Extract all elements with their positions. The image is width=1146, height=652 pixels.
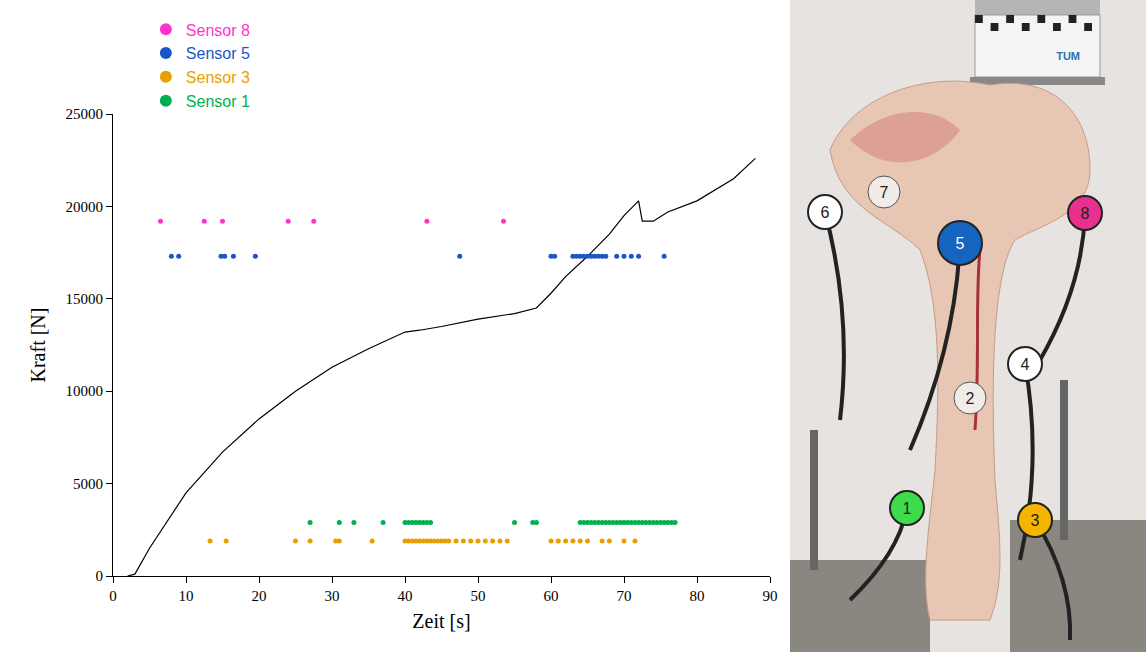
svg-text:20: 20 <box>252 588 267 604</box>
svg-text:Sensor 1: Sensor 1 <box>186 93 250 110</box>
svg-text:Sensor 3: Sensor 3 <box>186 69 250 86</box>
svg-text:1: 1 <box>903 500 912 517</box>
svg-text:30: 30 <box>325 588 340 604</box>
svg-text:5000: 5000 <box>73 476 103 492</box>
svg-text:80: 80 <box>690 588 705 604</box>
svg-text:Zeit [s]: Zeit [s] <box>412 610 470 632</box>
svg-text:10000: 10000 <box>66 383 104 399</box>
svg-text:0: 0 <box>96 568 104 584</box>
svg-text:8: 8 <box>1081 205 1090 222</box>
svg-text:5: 5 <box>956 235 965 252</box>
svg-text:40: 40 <box>398 588 413 604</box>
svg-text:15000: 15000 <box>66 291 104 307</box>
svg-text:Kraft [N]: Kraft [N] <box>27 308 49 383</box>
svg-text:0: 0 <box>109 588 117 604</box>
svg-text:TUM: TUM <box>1056 50 1080 62</box>
svg-text:70: 70 <box>617 588 632 604</box>
svg-text:20000: 20000 <box>66 199 104 215</box>
svg-text:3: 3 <box>1031 512 1040 529</box>
svg-text:6: 6 <box>821 204 830 221</box>
svg-text:7: 7 <box>880 184 889 201</box>
svg-text:2: 2 <box>966 390 975 407</box>
svg-text:Sensor 5: Sensor 5 <box>186 45 250 62</box>
svg-text:50: 50 <box>471 588 486 604</box>
svg-text:Sensor 8: Sensor 8 <box>186 22 250 39</box>
svg-text:25000: 25000 <box>66 106 104 122</box>
svg-text:90: 90 <box>763 588 778 604</box>
svg-text:4: 4 <box>1021 356 1030 373</box>
svg-text:60: 60 <box>544 588 559 604</box>
svg-text:10: 10 <box>179 588 194 604</box>
